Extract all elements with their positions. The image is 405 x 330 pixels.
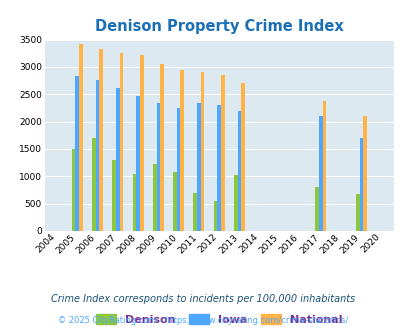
Bar xyxy=(233,175,237,231)
Bar xyxy=(193,193,197,231)
Bar xyxy=(112,160,116,231)
Bar xyxy=(180,70,184,231)
Bar xyxy=(173,173,177,231)
Bar xyxy=(116,88,119,231)
Bar xyxy=(315,187,318,231)
Bar xyxy=(241,83,245,231)
Bar xyxy=(96,80,99,231)
Bar xyxy=(75,76,79,231)
Bar xyxy=(217,105,220,231)
Bar xyxy=(318,115,322,231)
Bar xyxy=(92,138,95,231)
Text: Crime Index corresponds to incidents per 100,000 inhabitants: Crime Index corresponds to incidents per… xyxy=(51,294,354,304)
Bar xyxy=(359,138,362,231)
Bar xyxy=(362,115,366,231)
Bar xyxy=(322,101,326,231)
Bar xyxy=(355,194,359,231)
Bar xyxy=(200,72,204,231)
Bar xyxy=(136,96,139,231)
Bar xyxy=(139,55,143,231)
Bar xyxy=(99,49,103,231)
Bar xyxy=(119,53,123,231)
Bar xyxy=(72,149,75,231)
Bar xyxy=(177,108,180,231)
Bar xyxy=(132,174,136,231)
Text: © 2025 CityRating.com - https://www.cityrating.com/crime-statistics/: © 2025 CityRating.com - https://www.city… xyxy=(58,315,347,325)
Legend: Denison, Iowa, National: Denison, Iowa, National xyxy=(92,309,346,329)
Bar xyxy=(237,111,241,231)
Bar xyxy=(197,103,200,231)
Bar xyxy=(79,44,83,231)
Bar xyxy=(152,164,156,231)
Bar xyxy=(213,201,217,231)
Bar xyxy=(220,75,224,231)
Bar xyxy=(156,103,160,231)
Title: Denison Property Crime Index: Denison Property Crime Index xyxy=(95,19,343,34)
Bar xyxy=(160,64,164,231)
